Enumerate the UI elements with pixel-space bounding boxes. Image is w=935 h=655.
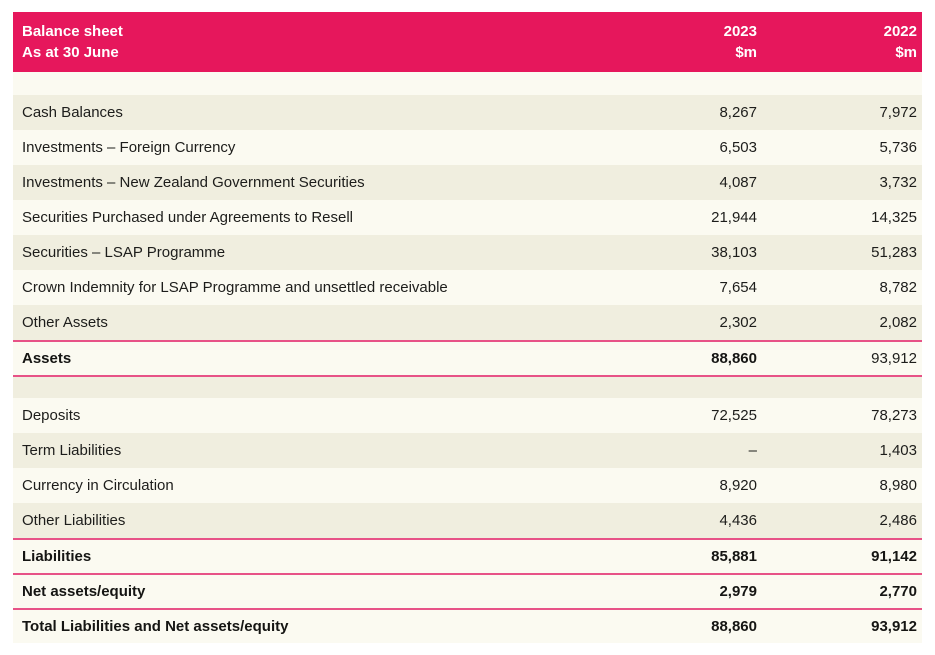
column-header-2023-year: 2023 <box>723 23 757 40</box>
value-2023: 88,860 <box>711 618 757 635</box>
spacer-row <box>13 72 922 95</box>
table-row: Assets 88,860 93,912 <box>13 340 922 377</box>
value-2023: 8,920 <box>719 477 757 494</box>
value-2023: 85,881 <box>711 548 757 565</box>
value-2022: 78,273 <box>871 407 917 424</box>
table-body: Cash Balances 8,267 7,972 Investments – For… <box>13 72 922 643</box>
table-row: Other Liabilities 4,436 2,486 <box>13 503 922 538</box>
row-label: Term Liabilities <box>22 442 122 459</box>
row-label: Assets <box>22 350 72 367</box>
value-2022: 5,736 <box>879 139 917 156</box>
value-2023: 21,944 <box>711 209 757 226</box>
value-2022: 93,912 <box>871 350 917 367</box>
table-row: Deposits 72,525 78,273 <box>13 398 922 433</box>
table-row: Investments – Foreign Currency 6,503 5,736 <box>13 130 922 165</box>
table-row: Investments – New Zealand Government Sec… <box>13 165 922 200</box>
value-2023: – <box>748 442 757 459</box>
row-label: Investments – New Zealand Government Sec… <box>22 174 365 191</box>
value-2023: 88,860 <box>711 350 757 367</box>
table-row: Securities – LSAP Programme 38,103 51,283 <box>13 235 922 270</box>
table-row: Net assets/equity 2,979 2,770 <box>13 573 922 608</box>
row-label: Liabilities <box>22 548 92 565</box>
spacer-row <box>13 377 922 398</box>
table-row: Crown Indemnity for LSAP Programme and u… <box>13 270 922 305</box>
row-label: Securities Purchased under Agreements to… <box>22 209 354 226</box>
value-2023: 7,654 <box>719 279 757 296</box>
table-row: Term Liabilities – 1,403 <box>13 433 922 468</box>
table-row: Other Assets 2,302 2,082 <box>13 305 922 340</box>
table-row: Securities Purchased under Agreements to… <box>13 200 922 235</box>
value-2023: 4,436 <box>719 512 757 529</box>
value-2023: 38,103 <box>711 244 757 261</box>
value-2022: 8,782 <box>879 279 917 296</box>
row-label: Investments – Foreign Currency <box>22 139 236 156</box>
row-label: Crown Indemnity for LSAP Programme and u… <box>22 279 448 296</box>
value-2022: 2,082 <box>879 314 917 331</box>
row-label: Deposits <box>22 407 81 424</box>
table-row: Liabilities 85,881 91,142 <box>13 538 922 573</box>
table-row: Cash Balances 8,267 7,972 <box>13 95 922 130</box>
column-header-2023: 2023 $m <box>637 21 757 63</box>
value-2022: 3,732 <box>879 174 917 191</box>
value-2022: 7,972 <box>879 104 917 121</box>
row-label: Net assets/equity <box>22 583 146 600</box>
column-header-2022: 2022 $m <box>757 21 917 63</box>
column-header-2022-year: 2022 <box>883 23 917 40</box>
row-label: Total Liabilities and Net assets/equity <box>22 618 289 635</box>
table-row: Currency in Circulation 8,920 8,980 <box>13 468 922 503</box>
table-title: Balance sheet As at 30 June <box>22 21 637 63</box>
row-label: Other Liabilities <box>22 512 126 529</box>
table-header-row: Balance sheet As at 30 June 2023 $m 2022… <box>13 12 922 72</box>
table-title-line2: As at 30 June <box>22 44 119 61</box>
row-label: Other Assets <box>22 314 108 331</box>
row-label: Securities – LSAP Programme <box>22 244 226 261</box>
value-2022: 93,912 <box>871 618 917 635</box>
value-2023: 8,267 <box>719 104 757 121</box>
balance-sheet-table: Balance sheet As at 30 June 2023 $m 2022… <box>13 12 922 643</box>
value-2022: 51,283 <box>871 244 917 261</box>
value-2022: 91,142 <box>871 548 917 565</box>
column-header-2022-unit: $m <box>895 44 917 61</box>
value-2022: 2,486 <box>879 512 917 529</box>
value-2022: 2,770 <box>879 583 917 600</box>
table-row: Total Liabilities and Net assets/equity 8… <box>13 608 922 643</box>
row-label: Currency in Circulation <box>22 477 174 494</box>
value-2023: 2,302 <box>719 314 757 331</box>
row-label: Cash Balances <box>22 104 123 121</box>
value-2023: 6,503 <box>719 139 757 156</box>
column-header-2023-unit: $m <box>735 44 757 61</box>
table-title-line1: Balance sheet <box>22 23 123 40</box>
value-2022: 1,403 <box>879 442 917 459</box>
value-2022: 14,325 <box>871 209 917 226</box>
value-2022: 8,980 <box>879 477 917 494</box>
value-2023: 4,087 <box>719 174 757 191</box>
value-2023: 2,979 <box>719 583 757 600</box>
value-2023: 72,525 <box>711 407 757 424</box>
